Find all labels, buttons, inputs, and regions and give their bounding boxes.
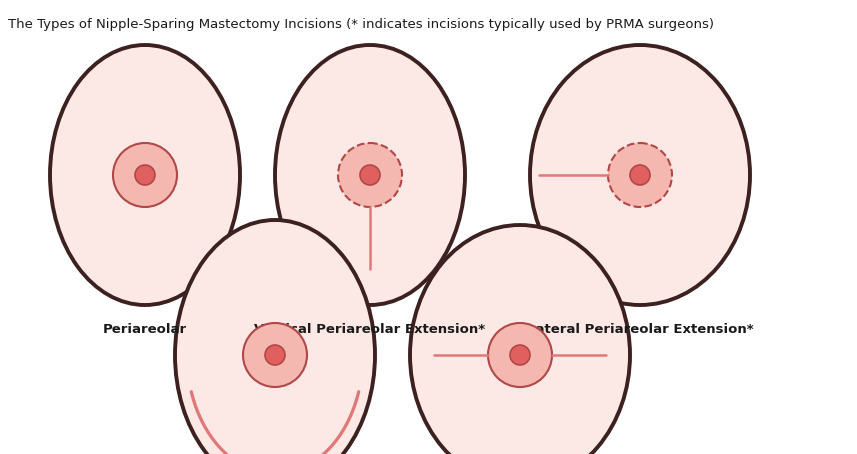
Circle shape	[243, 323, 307, 387]
Circle shape	[360, 165, 380, 185]
Ellipse shape	[275, 45, 465, 305]
Ellipse shape	[50, 45, 240, 305]
Ellipse shape	[175, 220, 375, 454]
Text: Periareolar: Periareolar	[103, 323, 187, 336]
Circle shape	[510, 345, 530, 365]
Circle shape	[338, 143, 402, 207]
Circle shape	[630, 165, 650, 185]
Circle shape	[135, 165, 155, 185]
Ellipse shape	[530, 45, 750, 305]
Circle shape	[608, 143, 672, 207]
Circle shape	[488, 323, 552, 387]
Text: Vertical Periareolar Extension*: Vertical Periareolar Extension*	[255, 323, 486, 336]
Circle shape	[113, 143, 177, 207]
Text: The Types of Nipple-Sparing Mastectomy Incisions (* indicates incisions typicall: The Types of Nipple-Sparing Mastectomy I…	[8, 18, 714, 31]
Ellipse shape	[410, 225, 630, 454]
Text: Lateral Periareolar Extension*: Lateral Periareolar Extension*	[527, 323, 753, 336]
Circle shape	[265, 345, 285, 365]
